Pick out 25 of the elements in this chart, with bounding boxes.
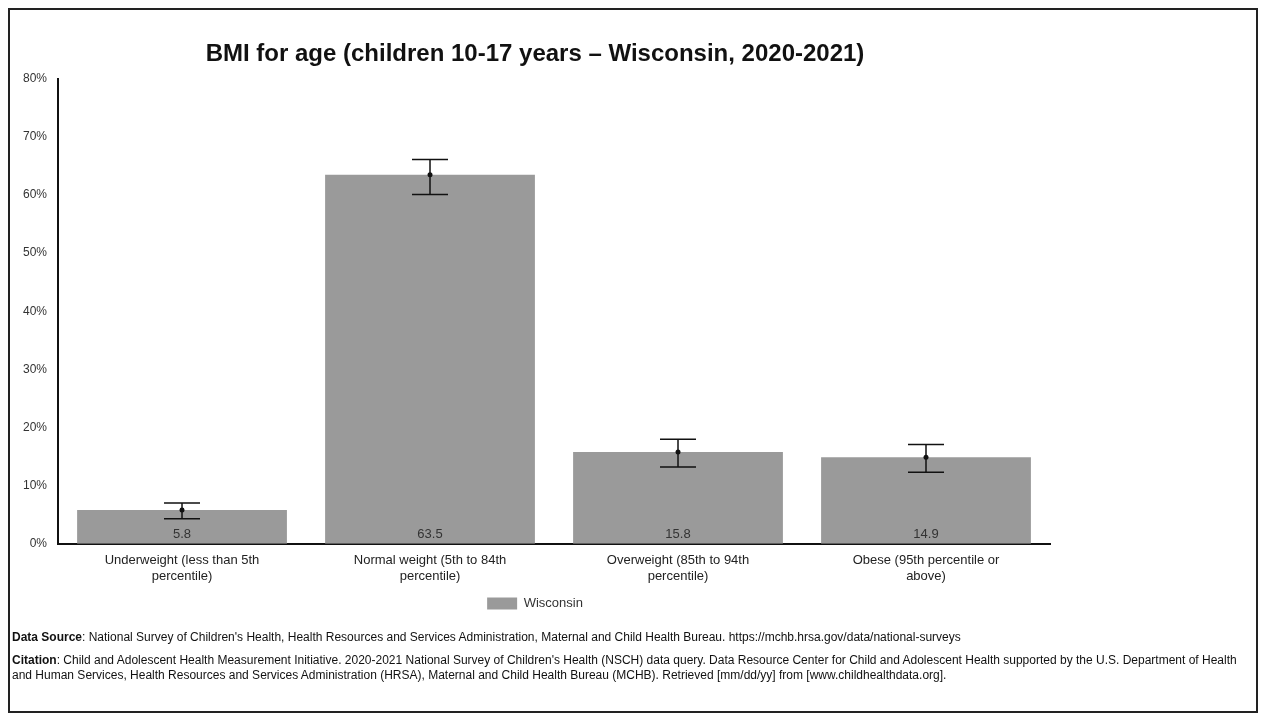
x-tick-label: Overweight (85th to 94th percentile): [606, 552, 750, 583]
y-tick-label: 20%: [22, 419, 48, 434]
data-label: 63.5: [417, 525, 443, 541]
chart-title: BMI for age (children 10-17 years – Wisconsin, 2020-2021): [205, 39, 865, 67]
x-tick-label: Normal weight (5th to 84th percentile): [353, 552, 507, 583]
x-tick-label: Obese (95th percentile or above): [852, 552, 1001, 583]
y-tick-label: 80%: [22, 71, 48, 86]
legend-label: Wisconsin: [523, 595, 583, 611]
data-label: 15.8: [665, 525, 691, 541]
y-tick-label: 40%: [22, 303, 48, 318]
data-label: 5.8: [172, 525, 192, 541]
y-tick-label: 0%: [29, 536, 48, 551]
text: Citation: Child and Adolescent Health Measurement Initiative. 2020-2021 National Survey of Children's Health (NSCH) data query. Data Resource Center for Child and Adolescent Health supported by the U.S. Department of Health and Human Services, Health Resources and Services Administration (HRSA), Maternal and Child Health Bureau (MCHB). Retrieved [mm/dd/yy] from [www.childhealthdata.org].: [12, 653, 1238, 683]
x-tick-label: Underweight (less than 5th percentile): [104, 552, 260, 583]
y-tick-label: 60%: [22, 187, 48, 202]
bar: [325, 174, 535, 544]
bar: [77, 510, 287, 544]
bar: [821, 457, 1031, 544]
y-tick-label: 30%: [22, 361, 48, 376]
y-tick-label: 70%: [22, 129, 48, 144]
data-label: 14.9: [913, 525, 939, 541]
source-note: Data Source: National Survey of Children's Health, Health Resources and Services Administration, Maternal and Child Health Bureau. https://mchb.hrsa.gov/data/national-surveys: [12, 630, 962, 645]
bar: [573, 451, 783, 544]
y-tick-label: 50%: [22, 245, 48, 260]
y-tick-label: 10%: [22, 477, 48, 492]
